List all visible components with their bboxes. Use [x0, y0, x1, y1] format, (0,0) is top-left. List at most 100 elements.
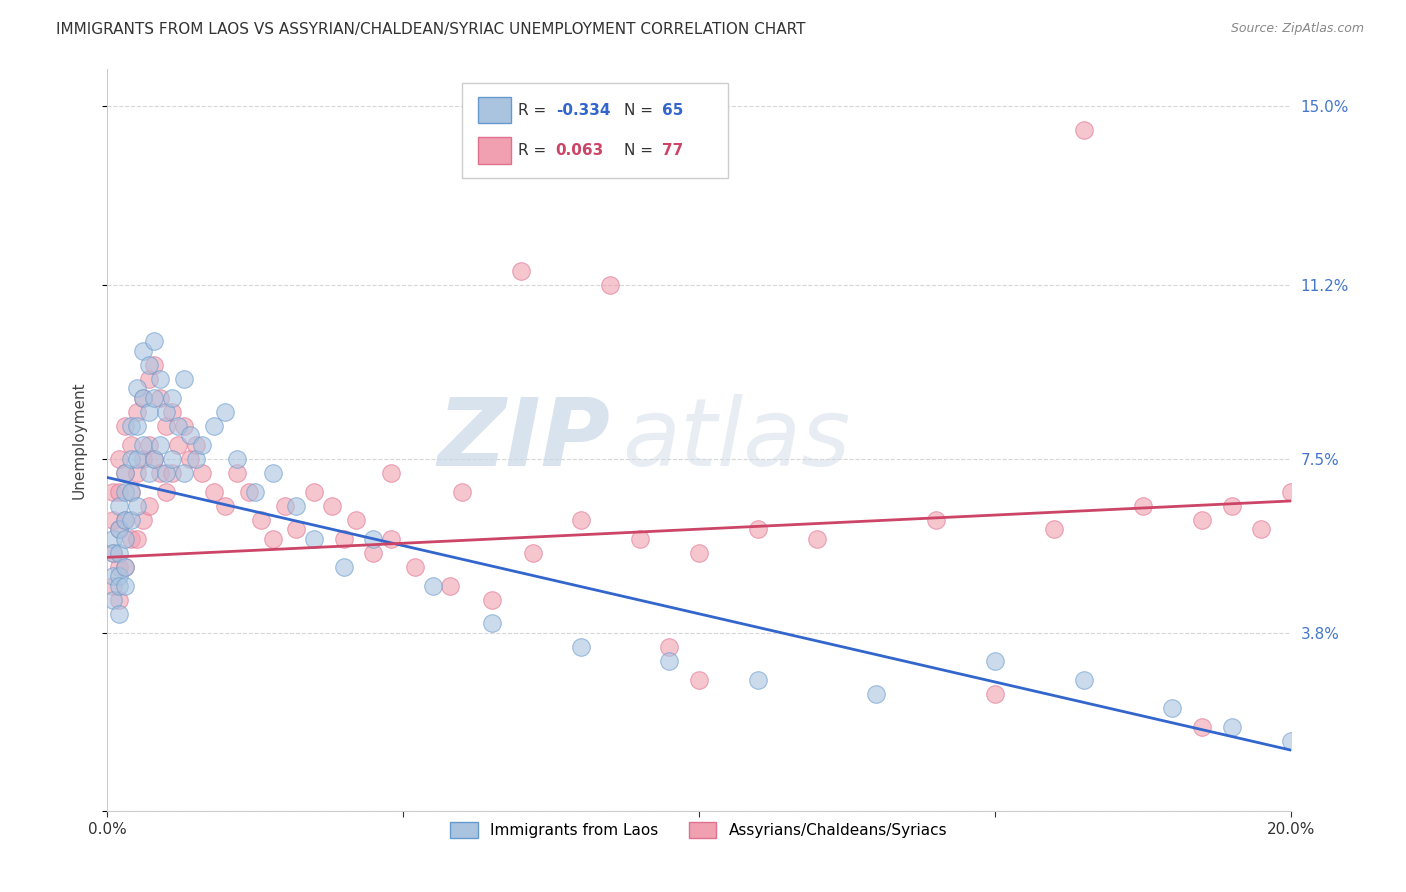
Point [688, 546, 710, 560]
Point [101, 513, 124, 527]
Text: R =: R = [517, 103, 551, 118]
Point [984, 687, 1007, 701]
Point [1191, 720, 1213, 734]
Point [333, 532, 356, 546]
Point [439, 578, 461, 592]
Point [984, 654, 1007, 668]
Point [238, 484, 260, 499]
Point [1073, 673, 1095, 687]
Point [114, 418, 136, 433]
Point [1191, 513, 1213, 527]
Point [522, 546, 544, 560]
Point [125, 532, 148, 546]
Point [285, 522, 308, 536]
Point [143, 358, 166, 372]
Point [114, 559, 136, 574]
Text: R =: R = [517, 143, 555, 158]
Point [138, 404, 160, 418]
Point [569, 513, 592, 527]
Point [214, 499, 236, 513]
Point [658, 640, 681, 654]
Point [131, 343, 153, 358]
Point [120, 513, 142, 527]
Point [143, 334, 166, 348]
Point [101, 546, 124, 560]
Point [108, 569, 131, 583]
Point [101, 569, 124, 583]
Point [131, 391, 153, 405]
Point [380, 532, 402, 546]
Point [155, 484, 177, 499]
Point [173, 418, 195, 433]
Point [1220, 720, 1243, 734]
Point [101, 578, 124, 592]
Point [155, 418, 177, 433]
Point [628, 532, 651, 546]
Point [143, 391, 166, 405]
Point [101, 532, 124, 546]
Point [226, 451, 249, 466]
Point [1250, 522, 1272, 536]
Point [131, 513, 153, 527]
Point [184, 437, 207, 451]
Text: N =: N = [624, 103, 658, 118]
Y-axis label: Unemployment: Unemployment [72, 381, 86, 499]
Legend: Immigrants from Laos, Assyrians/Chaldeans/Syriacs: Immigrants from Laos, Assyrians/Chaldean… [444, 816, 953, 845]
Point [202, 418, 225, 433]
Point [179, 451, 201, 466]
Point [243, 484, 266, 499]
Point [114, 513, 136, 527]
Point [924, 513, 946, 527]
Text: 0.063: 0.063 [555, 143, 605, 158]
Point [658, 654, 681, 668]
Point [191, 466, 214, 480]
Point [108, 484, 131, 499]
Point [344, 513, 367, 527]
Point [149, 372, 172, 386]
Point [214, 404, 236, 418]
Point [108, 607, 131, 621]
Point [114, 466, 136, 480]
Point [120, 532, 142, 546]
Point [1043, 522, 1066, 536]
Point [688, 673, 710, 687]
Point [101, 592, 124, 607]
Point [149, 437, 172, 451]
FancyBboxPatch shape [478, 96, 510, 123]
Point [262, 532, 284, 546]
Point [160, 404, 183, 418]
Point [481, 616, 503, 631]
Point [138, 466, 160, 480]
Point [138, 437, 160, 451]
Point [108, 578, 131, 592]
Point [149, 466, 172, 480]
FancyBboxPatch shape [463, 83, 728, 178]
Point [155, 404, 177, 418]
Point [149, 391, 172, 405]
Point [108, 522, 131, 536]
Text: N =: N = [624, 143, 658, 158]
Point [184, 451, 207, 466]
Point [160, 451, 183, 466]
Point [1073, 122, 1095, 136]
Text: 77: 77 [662, 143, 683, 158]
Point [173, 466, 195, 480]
Point [262, 466, 284, 480]
Point [599, 277, 621, 292]
Point [101, 546, 124, 560]
Point [125, 381, 148, 395]
Point [138, 499, 160, 513]
Text: atlas: atlas [621, 394, 851, 485]
Point [114, 484, 136, 499]
Text: Source: ZipAtlas.com: Source: ZipAtlas.com [1230, 22, 1364, 36]
Point [114, 578, 136, 592]
Point [125, 466, 148, 480]
Point [125, 418, 148, 433]
Text: 65: 65 [662, 103, 683, 118]
Point [131, 391, 153, 405]
Point [173, 372, 195, 386]
Point [101, 484, 124, 499]
Point [160, 466, 183, 480]
Point [1132, 499, 1154, 513]
Point [131, 437, 153, 451]
